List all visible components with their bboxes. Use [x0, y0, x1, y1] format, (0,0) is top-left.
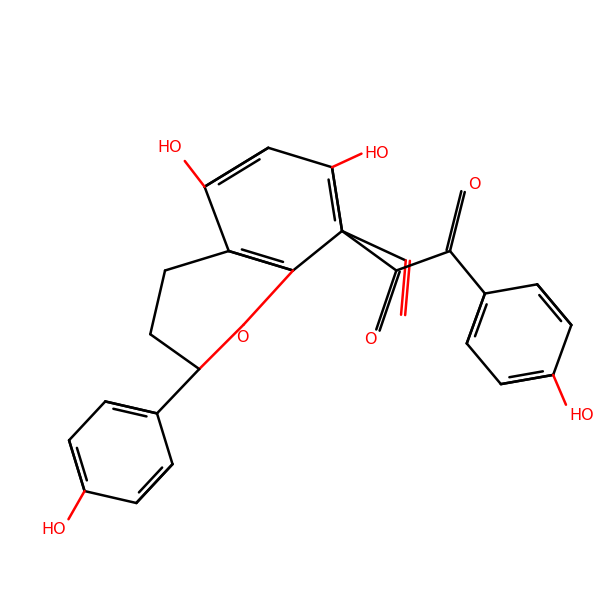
Text: HO: HO [569, 407, 593, 422]
Text: HO: HO [364, 146, 389, 161]
Text: O: O [468, 177, 480, 192]
Text: HO: HO [41, 522, 65, 537]
Text: O: O [236, 329, 248, 344]
Text: HO: HO [157, 140, 182, 155]
Text: O: O [364, 332, 377, 347]
